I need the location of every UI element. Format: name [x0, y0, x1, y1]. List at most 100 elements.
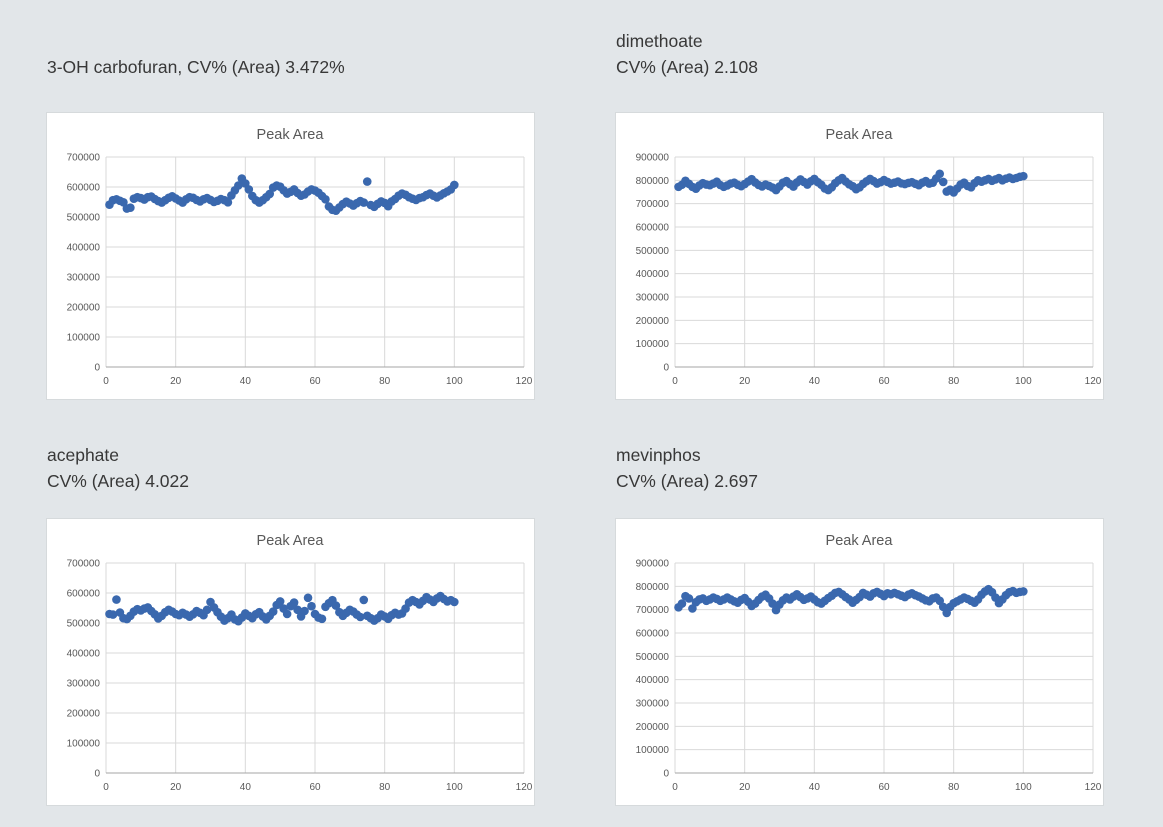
scatter-point: [112, 595, 121, 604]
y-axis-tick-label: 900000: [636, 559, 670, 570]
chart-title: Peak Area: [257, 533, 325, 549]
scatter-point: [935, 169, 945, 179]
x-axis-tick-label: 120: [1085, 782, 1102, 793]
y-axis-tick-label: 400000: [636, 269, 670, 280]
y-axis-tick-label: 700000: [67, 153, 101, 164]
scatter-point: [268, 607, 278, 616]
chart-heading-line: dimethoate: [616, 31, 703, 51]
scatter-point: [688, 604, 697, 613]
y-axis-tick-label: 700000: [636, 605, 670, 616]
y-axis-tick-label: 400000: [67, 243, 101, 254]
scatter-point: [265, 189, 275, 199]
scatter-point: [362, 177, 372, 186]
scatter-point: [282, 609, 292, 619]
x-axis-tick-label: 60: [878, 376, 890, 387]
scatter-point: [677, 599, 687, 608]
chart-heading-line: CV% (Area) 2.108: [616, 57, 759, 77]
scatter-point: [303, 593, 313, 603]
x-axis-tick-label: 80: [379, 376, 391, 387]
x-axis-tick-label: 80: [948, 376, 960, 387]
x-axis-tick-label: 100: [446, 376, 463, 387]
y-axis-tick-label: 500000: [636, 246, 670, 257]
scatter-point: [293, 605, 302, 615]
y-axis-tick-label: 100000: [67, 739, 101, 750]
scatter-point: [359, 595, 369, 605]
peak-area-scatter-chart: Peak Area 0 100000 200000 300000 400000 500000…: [636, 127, 1102, 387]
x-axis-tick-label: 80: [948, 782, 960, 793]
y-axis-tick-label: 500000: [636, 652, 670, 663]
y-axis-tick-label: 300000: [636, 293, 670, 304]
x-axis-tick-label: 80: [379, 782, 391, 793]
chart-card-carbofuran: Peak Area 0 100000 200000 300000 400000 500000…: [46, 112, 535, 400]
scatter-point: [450, 180, 459, 190]
scatter-point: [289, 598, 299, 607]
y-axis-tick-label: 100000: [67, 333, 101, 344]
chart-heading-line: CV% (Area) 2.697: [616, 471, 759, 491]
x-axis-tick-label: 0: [672, 376, 678, 387]
chart-card-dimethoate: Peak Area 0 100000 200000 300000 400000 500000…: [615, 112, 1104, 400]
x-axis-tick-label: 40: [240, 782, 252, 793]
scatter-point: [119, 198, 128, 207]
x-axis-tick-label: 40: [809, 782, 821, 793]
y-axis-tick-label: 0: [663, 363, 669, 374]
scatter-point: [938, 177, 948, 187]
y-axis-tick-label: 600000: [67, 183, 101, 194]
peak-area-scatter-chart: Peak Area 0 100000 200000 300000 400000 500000…: [636, 533, 1102, 793]
scatter-point: [1019, 587, 1028, 596]
y-axis-tick-label: 600000: [636, 223, 670, 234]
y-axis-tick-label: 200000: [67, 709, 101, 720]
x-axis-tick-label: 100: [1015, 782, 1032, 793]
y-axis-tick-label: 300000: [67, 273, 101, 284]
x-axis-tick-label: 20: [170, 376, 182, 387]
x-axis-tick-label: 100: [446, 782, 463, 793]
scatter-point: [108, 610, 118, 619]
chart-heading-acephate: acephate CV% (Area) 4.022: [47, 438, 547, 494]
scatter-point: [450, 597, 459, 607]
y-axis-tick-label: 500000: [67, 619, 101, 630]
scatter-point: [244, 185, 254, 194]
y-axis-tick-label: 700000: [67, 559, 101, 570]
scatter-point: [234, 181, 243, 190]
x-axis-tick-label: 20: [739, 782, 751, 793]
x-axis-tick-label: 20: [739, 376, 751, 387]
x-axis-tick-label: 60: [878, 782, 890, 793]
y-axis-tick-label: 300000: [636, 699, 670, 710]
chart-title: Peak Area: [257, 127, 325, 143]
chart-heading-mevinphos: mevinphos CV% (Area) 2.697: [616, 438, 1116, 494]
x-axis-tick-label: 0: [672, 782, 678, 793]
x-axis-tick-label: 60: [309, 782, 321, 793]
chart-heading-line: CV% (Area) 4.022: [47, 471, 190, 491]
y-axis-tick-label: 0: [663, 769, 669, 780]
peak-area-scatter-chart: Peak Area 0 100000 200000 300000 400000 500000…: [67, 127, 533, 387]
x-axis-tick-label: 40: [240, 376, 252, 387]
y-axis-tick-label: 0: [94, 363, 100, 374]
scatter-point: [355, 612, 365, 622]
y-axis-tick-label: 200000: [636, 722, 670, 733]
y-axis-tick-label: 100000: [636, 745, 670, 756]
y-axis-tick-label: 200000: [636, 316, 670, 327]
y-axis-tick-label: 100000: [636, 339, 670, 350]
chart-heading-line: mevinphos: [616, 445, 701, 465]
y-axis-tick-label: 800000: [636, 582, 670, 593]
chart-card-acephate: Peak Area 0 100000 200000 300000 400000 500000…: [46, 518, 535, 806]
y-axis-tick-label: 400000: [67, 649, 101, 660]
chart-heading-dimethoate: dimethoate CV% (Area) 2.108: [616, 24, 1116, 80]
scatter-point: [223, 198, 233, 207]
x-axis-tick-label: 120: [516, 782, 533, 793]
y-axis-tick-label: 600000: [636, 629, 670, 640]
x-axis-tick-label: 20: [170, 782, 182, 793]
scatter-point: [1019, 171, 1028, 181]
y-axis-tick-label: 0: [94, 769, 100, 780]
chart-title: Peak Area: [826, 533, 894, 549]
scatter-point: [331, 601, 341, 610]
scatter-point: [321, 195, 330, 204]
chart-title: Peak Area: [826, 127, 894, 143]
scatter-point: [359, 198, 369, 207]
scatter-point: [317, 614, 327, 624]
y-axis-tick-label: 500000: [67, 213, 101, 224]
peak-area-scatter-chart: Peak Area 0 100000 200000 300000 400000 500000…: [67, 533, 533, 793]
x-axis-tick-label: 120: [516, 376, 533, 387]
x-axis-tick-label: 40: [809, 376, 821, 387]
y-axis-tick-label: 400000: [636, 675, 670, 686]
